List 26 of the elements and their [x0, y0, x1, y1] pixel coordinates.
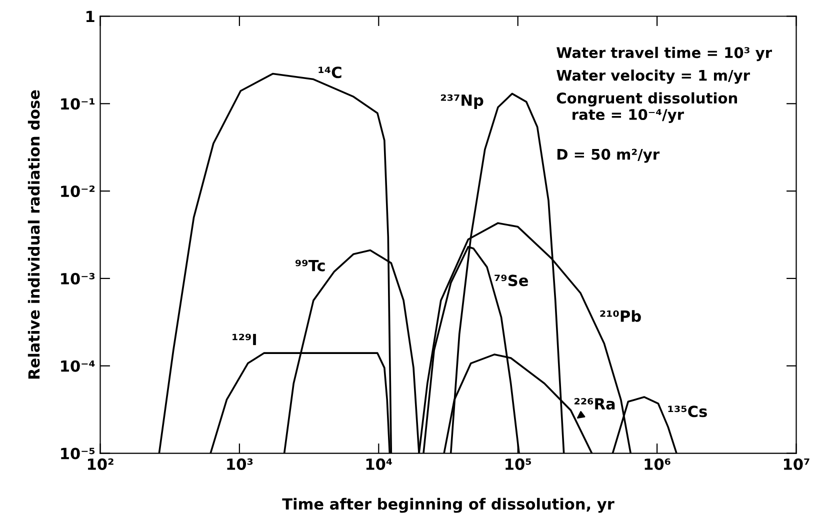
x-tick-label: 10⁴: [366, 458, 392, 470]
y-axis-title: Relative individual radiation dose: [28, 90, 40, 379]
series-label: ²³⁷Np: [440, 94, 484, 109]
series-label: ⁹⁹Tc: [295, 260, 325, 272]
y-tick-label: 10⁻⁵: [61, 448, 95, 460]
series-label: ²¹⁰Pb: [600, 310, 641, 322]
y-tick-label: 10⁻¹: [61, 98, 95, 110]
series-label: ¹²⁹I: [232, 334, 256, 346]
series-label: ¹³⁵Cs: [668, 406, 707, 418]
annotation: D = 50 m²/yr: [557, 148, 660, 163]
x-tick-label: 10³: [227, 458, 253, 470]
x-tick-label: 10⁶: [644, 458, 670, 470]
annotation: Water velocity = 1 m/yr: [556, 70, 750, 84]
y-tick-label: 10⁻⁴: [61, 360, 95, 372]
y-tick-label: 10⁻²: [61, 186, 95, 198]
x-tick-label: 10²: [88, 458, 114, 470]
y-tick-label: 1: [86, 10, 94, 22]
x-axis-title: Time after beginning of dissolution, yr: [282, 498, 614, 513]
annotation: Congruent dissolution rate = 10⁻⁴/yr: [556, 92, 737, 123]
series-label: ¹⁴C: [318, 66, 342, 78]
series-label: ²²⁶Ra: [574, 398, 615, 410]
x-tick-label: 10⁵: [506, 458, 532, 470]
series-label: ⁷⁹Se: [494, 274, 528, 286]
x-tick-label: 10⁷: [784, 458, 810, 470]
y-tick-label: 10⁻³: [61, 272, 95, 284]
annotation: Water travel time = 10³ yr: [556, 46, 772, 62]
